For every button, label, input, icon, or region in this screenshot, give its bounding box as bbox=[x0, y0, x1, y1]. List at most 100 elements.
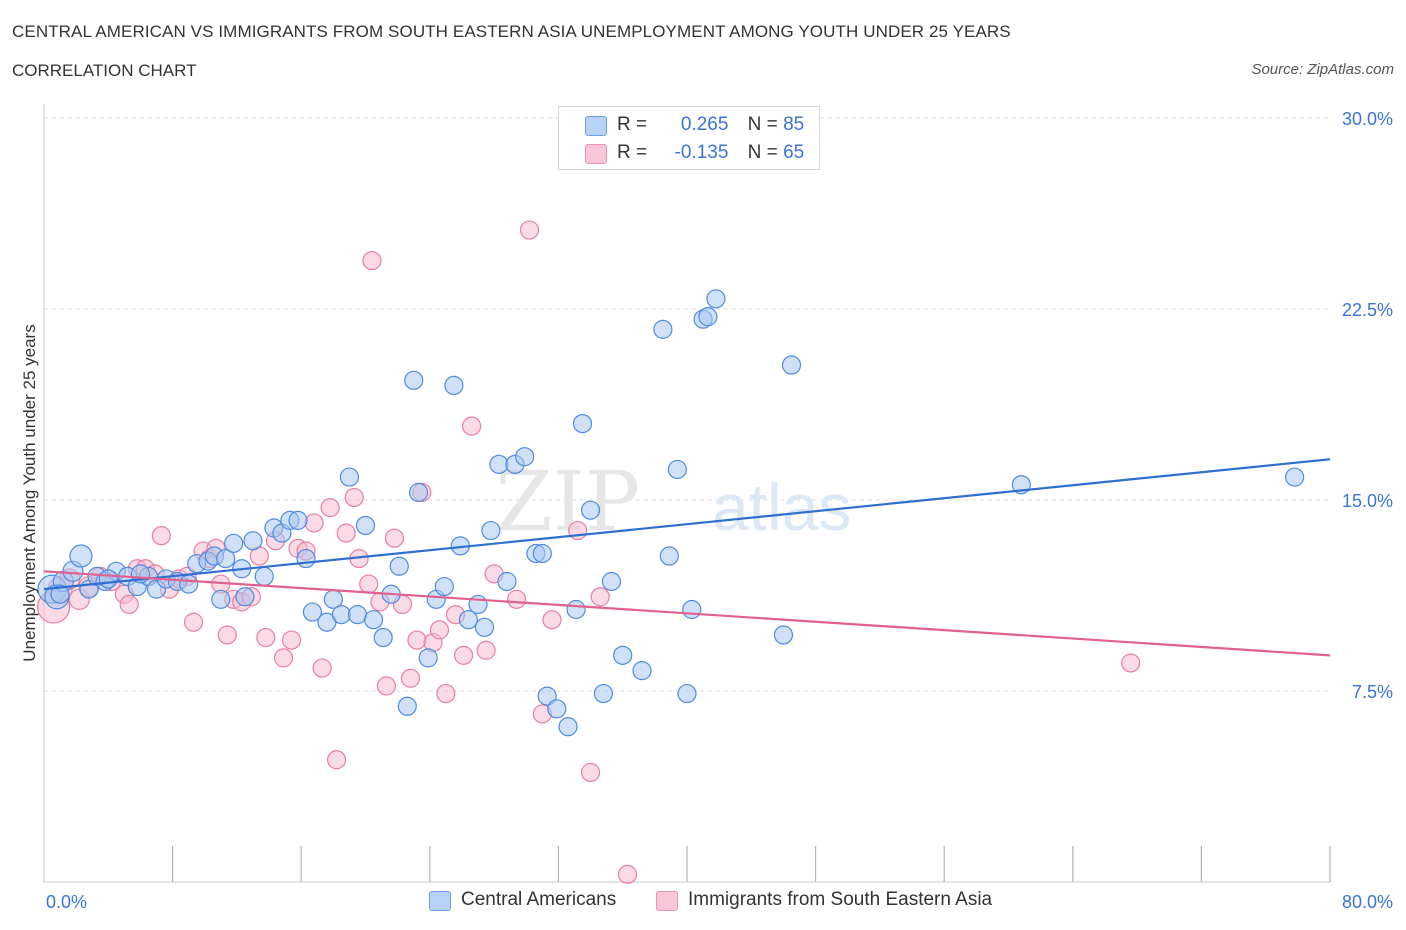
point-immigrants-sea bbox=[580, 762, 601, 783]
x-tick-label: 0.0% bbox=[46, 892, 87, 912]
point-immigrants-sea bbox=[1121, 653, 1141, 673]
legend-n-value: 85 bbox=[783, 114, 805, 135]
point-central-americans bbox=[363, 610, 384, 630]
axes bbox=[43, 104, 1331, 883]
point-immigrants-sea bbox=[312, 658, 332, 678]
bottom-legend-swatch-pink bbox=[656, 891, 678, 911]
point-immigrants-sea bbox=[217, 625, 237, 645]
point-central-americans bbox=[667, 459, 687, 480]
point-central-americans bbox=[339, 467, 360, 487]
point-central-americans bbox=[547, 699, 567, 719]
point-central-americans bbox=[355, 515, 376, 536]
bottom-legend-label: Immigrants from South Eastern Asia bbox=[688, 889, 993, 910]
point-central-americans bbox=[1285, 467, 1305, 487]
source-label: Source: ZipAtlas.com bbox=[1251, 61, 1394, 78]
point-central-americans bbox=[50, 584, 70, 604]
point-immigrants-sea bbox=[304, 513, 324, 533]
point-central-americans bbox=[211, 589, 231, 609]
point-immigrants-sea bbox=[376, 676, 396, 696]
point-immigrants-sea bbox=[362, 251, 382, 271]
point-central-americans bbox=[235, 587, 255, 607]
point-immigrants-sea bbox=[429, 620, 450, 640]
point-central-americans bbox=[558, 717, 578, 737]
point-central-americans bbox=[98, 569, 118, 589]
point-central-americans bbox=[682, 599, 702, 620]
point-immigrants-sea bbox=[407, 630, 427, 650]
point-central-americans bbox=[601, 571, 622, 592]
point-immigrants-sea bbox=[336, 523, 356, 543]
series-central-americans-points bbox=[37, 289, 1305, 737]
legend-r-label: R = bbox=[617, 142, 648, 163]
point-immigrants-sea bbox=[617, 864, 638, 884]
point-immigrants-sea bbox=[183, 612, 204, 632]
point-immigrants-sea bbox=[273, 648, 294, 668]
series-immigrants-sea-points bbox=[37, 220, 1141, 884]
legend-swatch-pink bbox=[585, 144, 607, 164]
point-immigrants-sea bbox=[542, 610, 562, 630]
point-central-americans bbox=[179, 574, 199, 594]
point-immigrants-sea bbox=[326, 750, 347, 770]
legend-r-value: 0.265 bbox=[680, 114, 729, 135]
trend-line-central-americans bbox=[43, 458, 1331, 591]
point-central-americans bbox=[408, 482, 429, 502]
point-immigrants-sea bbox=[476, 640, 496, 660]
point-central-americans bbox=[468, 594, 488, 615]
point-immigrants-sea bbox=[461, 416, 482, 436]
chart-subtitle: CORRELATION CHART bbox=[12, 61, 197, 80]
point-central-americans bbox=[532, 543, 552, 564]
point-central-americans bbox=[444, 375, 464, 395]
point-central-americans bbox=[580, 500, 601, 520]
point-central-americans bbox=[404, 370, 424, 390]
point-immigrants-sea bbox=[590, 587, 610, 607]
point-central-americans bbox=[698, 307, 718, 327]
point-immigrants-sea bbox=[507, 589, 527, 609]
chart-title: CENTRAL AMERICAN VS IMMIGRANTS FROM SOUT… bbox=[12, 22, 1011, 41]
point-immigrants-sea bbox=[151, 526, 171, 546]
point-immigrants-sea bbox=[359, 574, 379, 594]
point-central-americans bbox=[706, 289, 726, 309]
y-axis-label: Unemployment Among Youth under 25 years bbox=[20, 324, 39, 661]
point-immigrants-sea bbox=[400, 668, 421, 688]
point-central-americans bbox=[515, 447, 535, 467]
point-immigrants-sea bbox=[384, 528, 405, 548]
point-central-americans bbox=[537, 686, 557, 706]
y-tick-label: 7.5% bbox=[1352, 682, 1393, 702]
legend-n-value: 65 bbox=[783, 142, 805, 163]
point-central-americans bbox=[481, 520, 501, 541]
point-central-americans bbox=[572, 414, 593, 434]
point-central-americans bbox=[659, 546, 679, 566]
point-central-americans bbox=[296, 548, 316, 569]
legend-r-label: R = bbox=[617, 114, 648, 135]
bottom-legend-label: Central Americans bbox=[461, 889, 617, 910]
y-tick-label: 30.0% bbox=[1342, 109, 1393, 129]
y-tick-label: 22.5% bbox=[1342, 300, 1393, 320]
point-central-americans bbox=[397, 696, 417, 716]
point-immigrants-sea bbox=[281, 630, 302, 650]
point-central-americans bbox=[632, 661, 652, 681]
legend-swatch-blue bbox=[585, 116, 607, 136]
point-immigrants-sea bbox=[453, 645, 474, 665]
point-immigrants-sea bbox=[256, 627, 276, 648]
point-central-americans bbox=[613, 645, 633, 665]
point-immigrants-sea bbox=[320, 498, 340, 518]
point-central-americans bbox=[389, 556, 409, 576]
point-central-americans bbox=[69, 544, 93, 568]
point-immigrants-sea bbox=[119, 594, 139, 615]
point-immigrants-sea bbox=[519, 220, 540, 240]
point-central-americans bbox=[593, 683, 614, 704]
legend-n-label: N = bbox=[747, 142, 778, 163]
point-central-americans bbox=[773, 625, 794, 645]
point-central-americans bbox=[216, 548, 236, 569]
watermark-atlas: atlas bbox=[712, 470, 851, 544]
point-central-americans bbox=[347, 604, 368, 625]
y-tick-label: 15.0% bbox=[1342, 491, 1393, 511]
point-immigrants-sea bbox=[436, 683, 456, 704]
point-central-americans bbox=[254, 566, 274, 587]
point-central-americans bbox=[497, 571, 517, 592]
point-central-americans bbox=[474, 617, 495, 637]
point-immigrants-sea bbox=[344, 487, 364, 508]
legend-r-value: -0.135 bbox=[674, 142, 729, 163]
point-central-americans bbox=[653, 319, 673, 339]
trend-line-immigrants-sea bbox=[43, 570, 1331, 657]
